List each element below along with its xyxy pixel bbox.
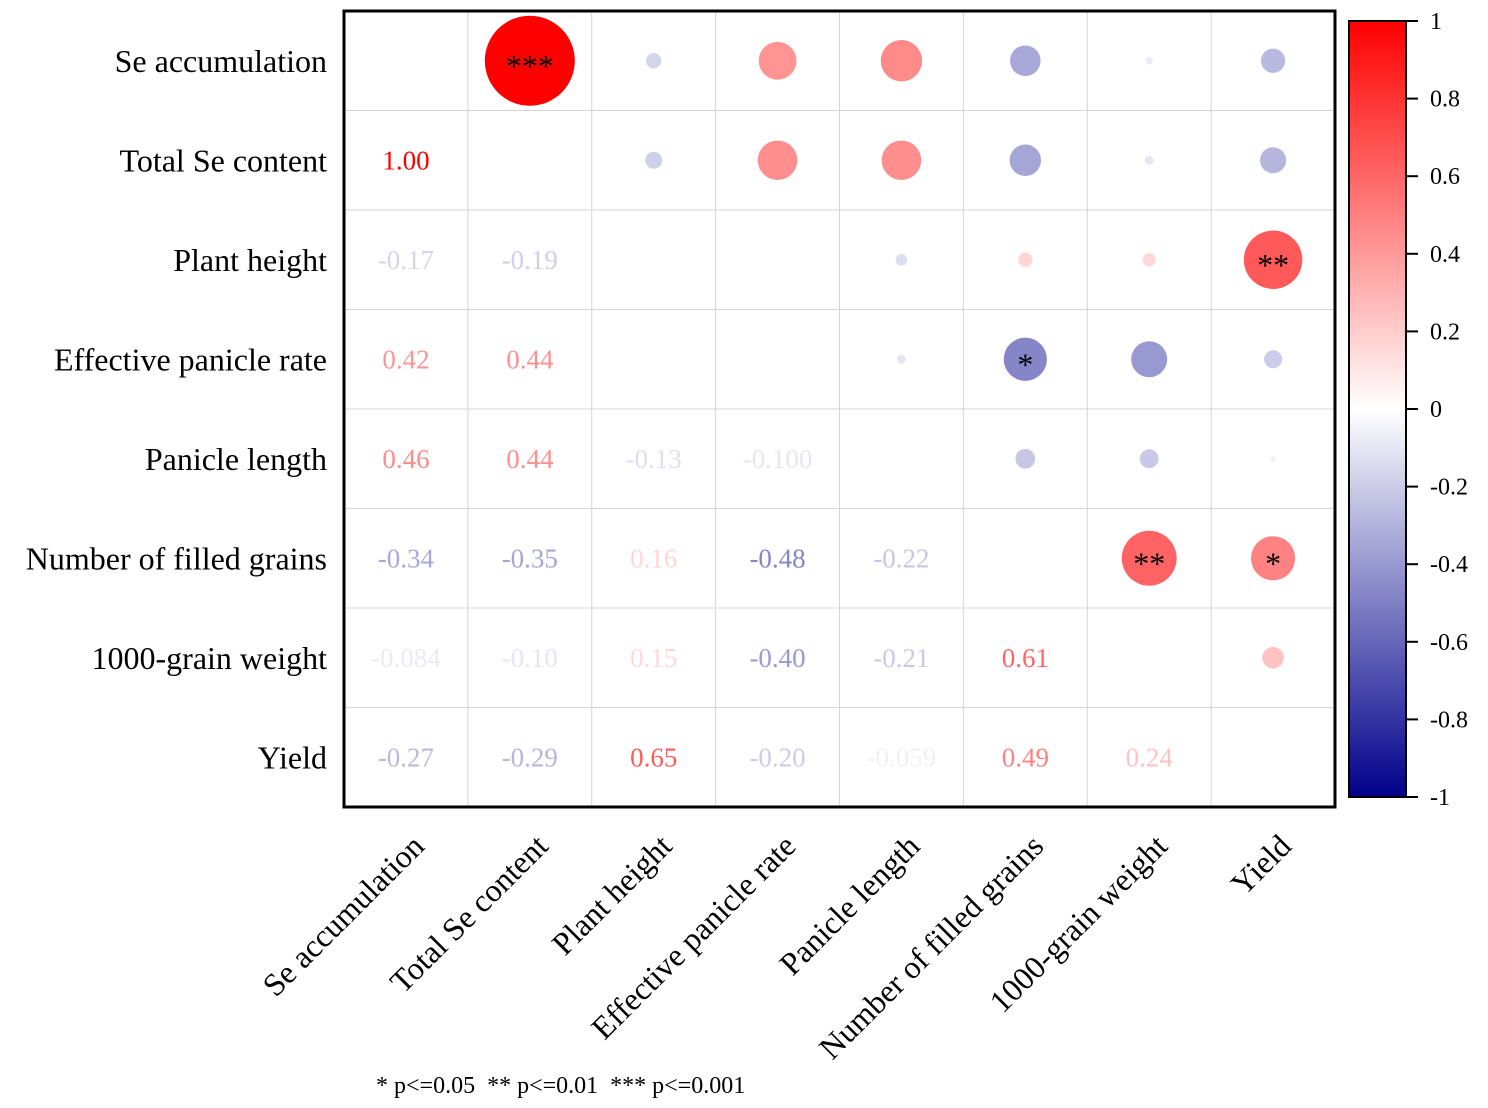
correlation-circle: [1243, 230, 1303, 289]
correlation-circle: [896, 354, 906, 364]
correlation-value-label: -0.21: [873, 643, 929, 673]
column-label: Number of filled grains: [812, 827, 1050, 1065]
correlation-value-label: -0.29: [502, 742, 558, 772]
colorbar-tick-label: 0.6: [1430, 164, 1460, 190]
correlation-circle: [646, 53, 662, 69]
row-label: Yield: [258, 739, 327, 775]
colorbar-tick-label: -1: [1430, 785, 1450, 811]
row-label: 1000-grain weight: [92, 640, 328, 676]
correlation-value-label: 0.61: [1002, 643, 1049, 673]
row-label: Number of filled grains: [26, 540, 327, 576]
correlation-value-label: 0.65: [630, 742, 677, 772]
correlation-value-label: -0.40: [749, 643, 805, 673]
correlation-circle: [881, 140, 922, 181]
correlation-value-label: -0.35: [502, 543, 558, 573]
correlation-circle: [1131, 341, 1168, 378]
correlation-value-label: -0.22: [873, 543, 929, 573]
correlation-circle: [1264, 350, 1283, 369]
correlation-value-label: -0.34: [378, 543, 435, 573]
correlation-circle: [484, 15, 575, 106]
correlation-value-label: -0.27: [378, 742, 434, 772]
correlation-circle: [1142, 253, 1156, 267]
correlation-value-label: 0.15: [630, 643, 677, 673]
correlation-circle: [1009, 144, 1042, 176]
correlation-circles: [484, 15, 1303, 669]
correlation-circle: [1139, 449, 1159, 469]
correlation-circle: [1010, 45, 1041, 77]
colorbar-tick-label: 0.2: [1430, 319, 1460, 345]
correlation-value-label: -0.13: [626, 444, 682, 474]
row-label: Se accumulation: [115, 43, 327, 79]
correlation-circle: [1145, 56, 1153, 65]
correlation-value-label: 0.42: [382, 344, 429, 374]
colorbar-tick-label: -0.2: [1430, 475, 1468, 501]
column-label: Plant height: [544, 827, 678, 961]
correlation-value-label: 0.44: [506, 444, 554, 474]
correlation-value-label: 0.44: [506, 344, 554, 374]
correlation-value-label: 0.46: [382, 444, 429, 474]
correlation-value-label: 0.24: [1126, 742, 1174, 772]
significance-marks: ******** *: [506, 48, 1289, 582]
correlation-value-label: -0.17: [378, 245, 434, 275]
significance-mark: *: [1265, 545, 1281, 581]
correlation-circle: [757, 140, 798, 181]
colorbar-gradient: [1348, 20, 1407, 798]
colorbar-tick-label: 0: [1430, 397, 1442, 423]
correlation-circle: [758, 41, 797, 80]
matrix-grid: [344, 11, 1335, 807]
row-label: Total Se content: [120, 142, 328, 178]
correlation-value-label: 1.00: [382, 145, 429, 175]
correlation-circle: [1270, 456, 1276, 462]
significance-mark: **: [1133, 545, 1165, 581]
significance-footnote: * p<=0.05 ** p<=0.01 *** p<=0.001: [376, 1073, 745, 1099]
correlation-value-label: -0.100: [743, 444, 813, 474]
row-labels: Se accumulation Total Se content Plant hei…: [26, 43, 327, 776]
colorbar-ticks: 1 0.8 0.6 0.4 0.2 0 -0.2 -0.4 -0.6 -0.8 -1: [1406, 9, 1468, 811]
correlation-value-label: -0.20: [749, 742, 805, 772]
colorbar: 1 0.8 0.6 0.4 0.2 0 -0.2 -0.4 -0.6 -0.8 -1: [1348, 9, 1468, 811]
correlation-circle: [1015, 448, 1036, 469]
colorbar-tick-label: 0.4: [1430, 242, 1460, 268]
correlation-circle: [1121, 530, 1177, 586]
correlation-circle: [1260, 147, 1287, 174]
colorbar-tick-label: -0.8: [1430, 707, 1468, 733]
colorbar-tick-label: -0.4: [1430, 552, 1468, 578]
significance-mark: **: [1257, 247, 1289, 283]
correlation-value-labels: 1.00 -0.17 -0.19 0.42 0.44 0.46 0.44 -0.13 -0.10…: [371, 145, 1173, 772]
correlation-circle: [1251, 536, 1296, 581]
colorbar-tick-label: -0.6: [1430, 630, 1468, 656]
row-label: Plant height: [173, 242, 327, 278]
correlation-circle: [880, 40, 923, 82]
row-label: Effective panicle rate: [54, 341, 327, 377]
correlation-value-label: 0.49: [1002, 742, 1049, 772]
significance-mark: ***: [506, 48, 554, 84]
correlation-value-label: -0.19: [502, 245, 558, 275]
plot-frame: [342, 9, 1337, 809]
colorbar-tick-label: 1: [1430, 9, 1442, 35]
row-label: Panicle length: [145, 441, 327, 477]
correlation-value-label: -0.10: [502, 643, 558, 673]
correlation-circle: [1260, 48, 1286, 73]
correlation-circle: [1018, 252, 1033, 267]
correlation-circle: [1003, 337, 1047, 381]
significance-mark: *: [1017, 346, 1033, 382]
correlation-value-label: 0.16: [630, 543, 677, 573]
correlation-value-label: -0.48: [749, 543, 805, 573]
correlation-value-label: -0.059: [867, 742, 937, 772]
correlation-circle: [1144, 155, 1154, 165]
correlation-value-label: -0.084: [371, 643, 441, 673]
column-label: Yield: [1224, 827, 1298, 901]
correlation-circle: [645, 151, 663, 169]
colorbar-tick-label: 0.8: [1430, 87, 1460, 113]
column-label: Effective panicle rate: [584, 827, 803, 1046]
correlation-circle: [1262, 646, 1284, 669]
correlation-circle: [895, 253, 908, 266]
